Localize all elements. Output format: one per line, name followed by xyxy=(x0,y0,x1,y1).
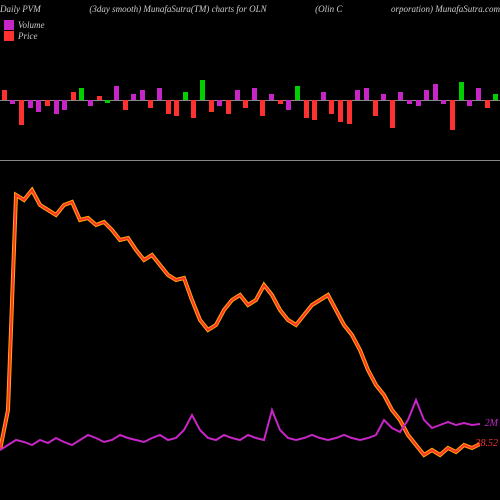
legend-label: Price xyxy=(18,31,38,42)
volume-bar xyxy=(209,100,214,112)
price-chart: 2M38.52 xyxy=(0,160,480,490)
volume-bar xyxy=(10,100,15,104)
volume-bar xyxy=(329,100,334,114)
volume-bar xyxy=(493,94,498,100)
volume-bar xyxy=(217,100,222,106)
volume-bar xyxy=(338,100,343,122)
header-left: Daily PVM xyxy=(0,4,41,14)
volume-bar xyxy=(2,90,7,100)
chart-legend: VolumePrice xyxy=(4,20,45,42)
volume-bar xyxy=(54,100,59,114)
volume-bar xyxy=(105,100,110,103)
volume-bar xyxy=(148,100,153,108)
volume-bar xyxy=(260,100,265,116)
volume-bar xyxy=(166,100,171,114)
volume-bar xyxy=(467,100,472,106)
volume-bar xyxy=(278,100,283,104)
volume-bar xyxy=(381,94,386,100)
volume-bar xyxy=(407,100,412,104)
volume-bar xyxy=(45,100,50,106)
volume-bars xyxy=(0,60,500,140)
volume-bar xyxy=(243,100,248,108)
volume-bar xyxy=(174,100,179,116)
volume-bar xyxy=(286,100,291,110)
volume-bar xyxy=(476,88,481,100)
end-label: 2M xyxy=(485,418,498,429)
volume-bar xyxy=(88,100,93,106)
header-right: orporation) MunafaSutra.com xyxy=(391,4,500,14)
legend-swatch xyxy=(4,31,14,41)
volume-bar xyxy=(416,100,421,106)
volume-bar xyxy=(123,100,128,110)
volume-bar xyxy=(364,88,369,100)
volume-bar xyxy=(19,100,24,125)
volume-bar xyxy=(321,92,326,100)
volume-bar xyxy=(157,88,162,100)
volume-bar xyxy=(114,86,119,100)
volume-bar xyxy=(131,94,136,100)
volume-bar xyxy=(485,100,490,108)
volume-bar xyxy=(71,92,76,100)
volume-bar xyxy=(140,90,145,100)
volume-bar xyxy=(200,80,205,100)
volume-bar xyxy=(79,88,84,100)
volume-bar xyxy=(62,100,67,110)
header-center-left: (3day smooth) MunafaSutra(TM) charts for… xyxy=(89,4,266,14)
volume-bar xyxy=(312,100,317,120)
chart-header: Daily PVM (3day smooth) MunafaSutra(TM) … xyxy=(0,4,500,14)
legend-item: Volume xyxy=(4,20,45,31)
volume-bar xyxy=(36,100,41,112)
legend-swatch xyxy=(4,20,14,30)
volume-bar xyxy=(355,90,360,100)
volume-bar xyxy=(252,88,257,100)
volume-bar xyxy=(441,100,446,104)
volume-bar xyxy=(373,100,378,116)
volume-bar xyxy=(183,92,188,100)
volume-bar xyxy=(390,100,395,128)
header-center-right: (Olin C xyxy=(315,4,342,14)
volume-bar xyxy=(191,100,196,118)
price-line-glow xyxy=(0,190,480,455)
volume-bar xyxy=(97,96,102,100)
volume-chart xyxy=(0,60,500,140)
volume-bar xyxy=(28,100,33,108)
price-lines-svg xyxy=(0,160,480,490)
volume-bar xyxy=(347,100,352,124)
legend-label: Volume xyxy=(18,20,45,31)
volume-bar xyxy=(269,94,274,100)
volume-bar xyxy=(398,92,403,100)
volume-bar xyxy=(235,90,240,100)
volume-bar xyxy=(226,100,231,114)
volume-bar xyxy=(304,100,309,118)
volume-bar xyxy=(450,100,455,130)
legend-item: Price xyxy=(4,31,45,42)
volume-line xyxy=(0,400,480,450)
volume-bar xyxy=(295,86,300,100)
volume-bar xyxy=(459,82,464,100)
volume-bar xyxy=(424,90,429,100)
price-line xyxy=(0,190,480,455)
volume-bar xyxy=(433,84,438,100)
end-label: 38.52 xyxy=(476,438,499,449)
